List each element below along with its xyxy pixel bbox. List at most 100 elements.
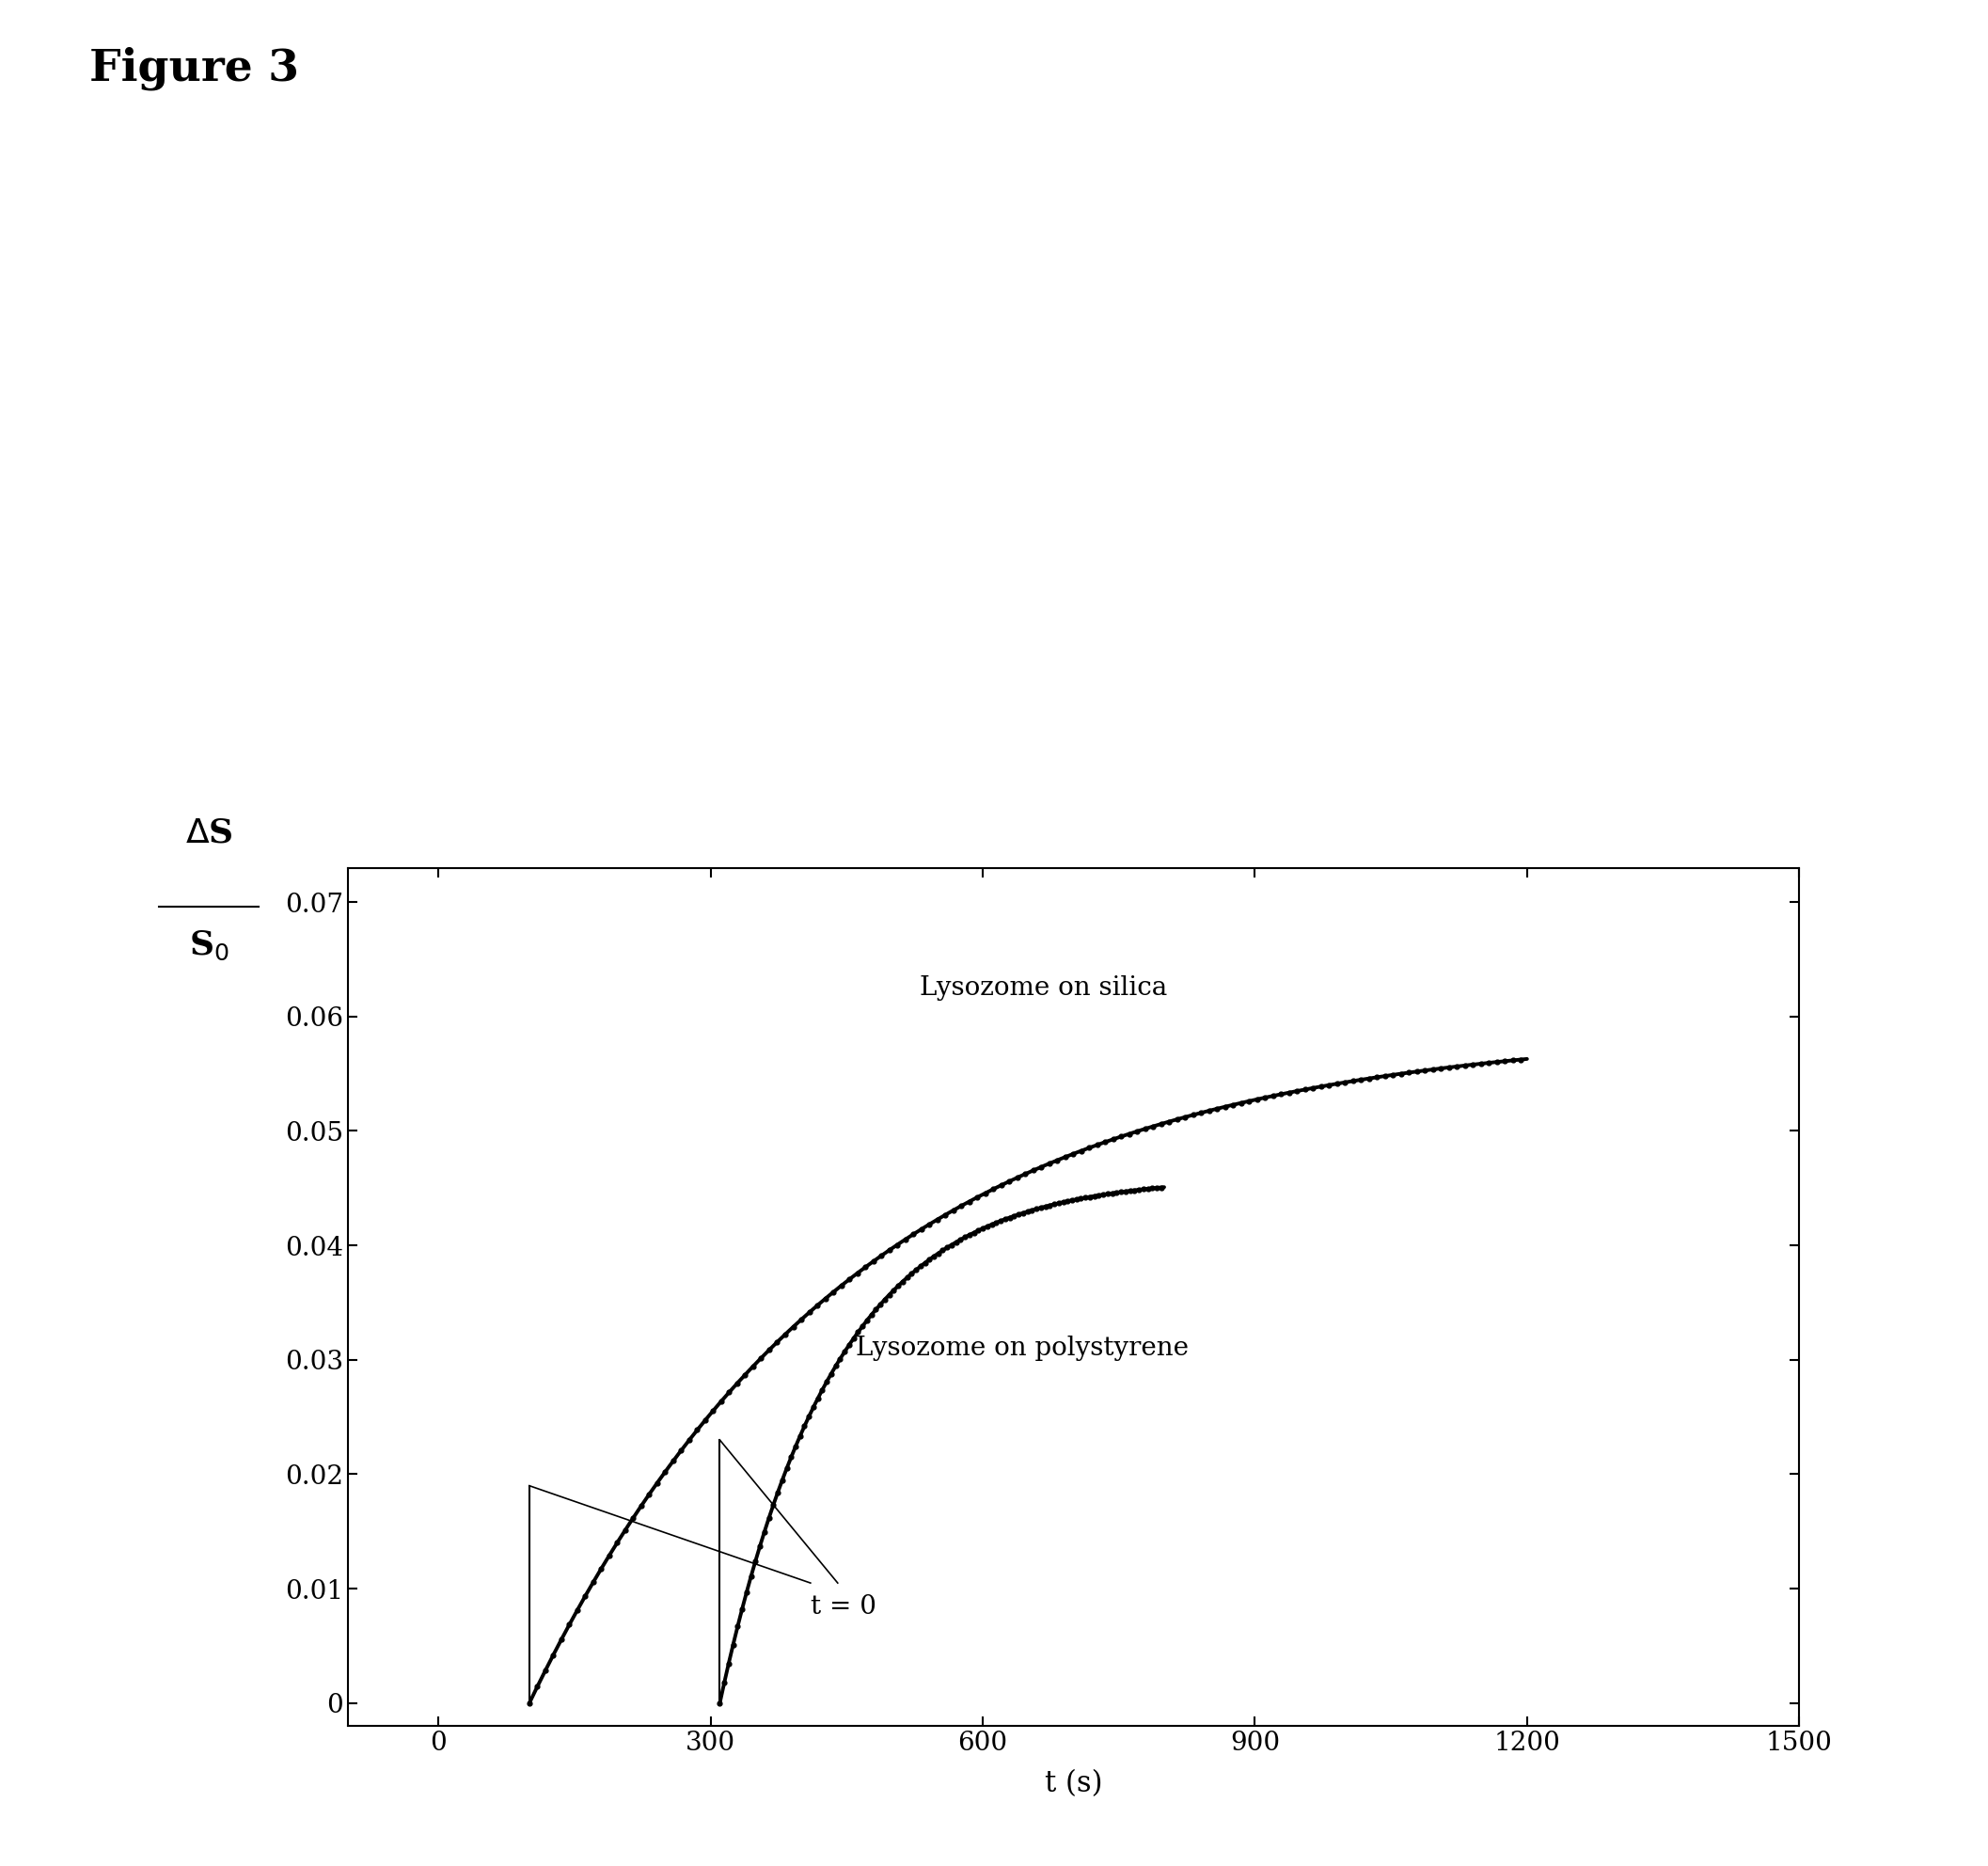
Point — [746, 1344, 777, 1373]
Point — [753, 1334, 785, 1364]
Text: t = 0: t = 0 — [811, 1594, 877, 1620]
Point — [1137, 1112, 1169, 1142]
Point — [722, 1612, 753, 1642]
Point — [722, 1368, 753, 1398]
Point — [901, 1256, 932, 1286]
Point — [1169, 1103, 1201, 1133]
Point — [761, 1478, 793, 1508]
Point — [793, 1401, 825, 1431]
Point — [881, 1230, 912, 1260]
Point — [1074, 1133, 1105, 1163]
Point — [940, 1228, 972, 1258]
Point — [1457, 1051, 1489, 1080]
Point — [801, 1291, 833, 1321]
Point — [1062, 1185, 1093, 1215]
Point — [658, 1446, 690, 1476]
Point — [1113, 1120, 1145, 1149]
Point — [1153, 1107, 1185, 1136]
Point — [771, 1454, 803, 1483]
Point — [1241, 1084, 1272, 1114]
Point — [909, 1248, 940, 1278]
Point — [948, 1222, 980, 1252]
Point — [998, 1202, 1030, 1232]
Point — [1465, 1049, 1497, 1079]
Point — [990, 1204, 1022, 1233]
Point — [718, 1629, 749, 1659]
Point — [1145, 1108, 1177, 1138]
Point — [529, 1655, 561, 1685]
Text: Figure 3: Figure 3 — [89, 47, 298, 90]
Point — [785, 1304, 817, 1334]
Point — [561, 1595, 592, 1625]
Point — [1087, 1179, 1119, 1209]
Text: S$_0$: S$_0$ — [189, 929, 229, 963]
Point — [1386, 1058, 1417, 1088]
Point — [793, 1297, 825, 1327]
Point — [1280, 1077, 1312, 1107]
Point — [761, 1327, 793, 1357]
Point — [714, 1648, 746, 1678]
Point — [708, 1668, 740, 1698]
Point — [666, 1435, 698, 1465]
Point — [744, 1532, 775, 1562]
Point — [944, 1191, 976, 1220]
Point — [1105, 1177, 1137, 1207]
Point — [984, 1205, 1016, 1235]
Point — [912, 1209, 944, 1239]
Point — [936, 1196, 968, 1226]
Point — [642, 1469, 674, 1498]
Point — [849, 1252, 881, 1282]
Point — [1185, 1097, 1217, 1127]
Point — [634, 1480, 666, 1510]
Point — [815, 1358, 847, 1388]
Point — [775, 1442, 807, 1472]
Point — [569, 1581, 600, 1610]
Point — [1306, 1071, 1338, 1101]
Point — [1026, 1151, 1058, 1181]
Point — [714, 1377, 746, 1407]
Point — [726, 1594, 757, 1623]
Point — [1105, 1121, 1137, 1151]
Point — [1225, 1088, 1256, 1118]
Point — [869, 1284, 901, 1314]
Point — [1330, 1067, 1362, 1097]
Point — [889, 1224, 920, 1254]
Point — [1083, 1181, 1115, 1211]
Point — [843, 1317, 875, 1347]
Point — [1074, 1181, 1105, 1211]
Point — [1370, 1062, 1402, 1092]
Point — [1012, 1196, 1044, 1226]
Point — [1378, 1060, 1409, 1090]
Point — [1081, 1131, 1113, 1161]
Point — [841, 1258, 873, 1288]
Point — [887, 1267, 918, 1297]
Point — [897, 1218, 928, 1248]
Point — [1248, 1082, 1280, 1112]
Point — [873, 1280, 905, 1310]
Point — [1095, 1177, 1127, 1207]
Point — [966, 1213, 998, 1243]
Point — [958, 1218, 990, 1248]
Point — [1042, 1146, 1074, 1176]
Point — [891, 1263, 922, 1293]
Point — [809, 1284, 841, 1314]
Point — [970, 1177, 1002, 1207]
Point — [1145, 1172, 1177, 1202]
Point — [730, 1360, 761, 1390]
Point — [1441, 1052, 1473, 1082]
Point — [837, 1323, 869, 1353]
Point — [1322, 1069, 1354, 1099]
Point — [905, 1252, 936, 1282]
Point — [789, 1411, 821, 1441]
Point — [1402, 1056, 1433, 1086]
Point — [954, 1220, 986, 1250]
Point — [976, 1209, 1008, 1239]
Point — [602, 1528, 634, 1558]
Point — [1209, 1092, 1241, 1121]
Point — [1497, 1045, 1529, 1075]
Point — [1044, 1189, 1076, 1218]
Point — [1256, 1080, 1288, 1110]
Point — [801, 1383, 833, 1413]
Point — [1016, 1196, 1048, 1226]
Point — [1066, 1183, 1097, 1213]
